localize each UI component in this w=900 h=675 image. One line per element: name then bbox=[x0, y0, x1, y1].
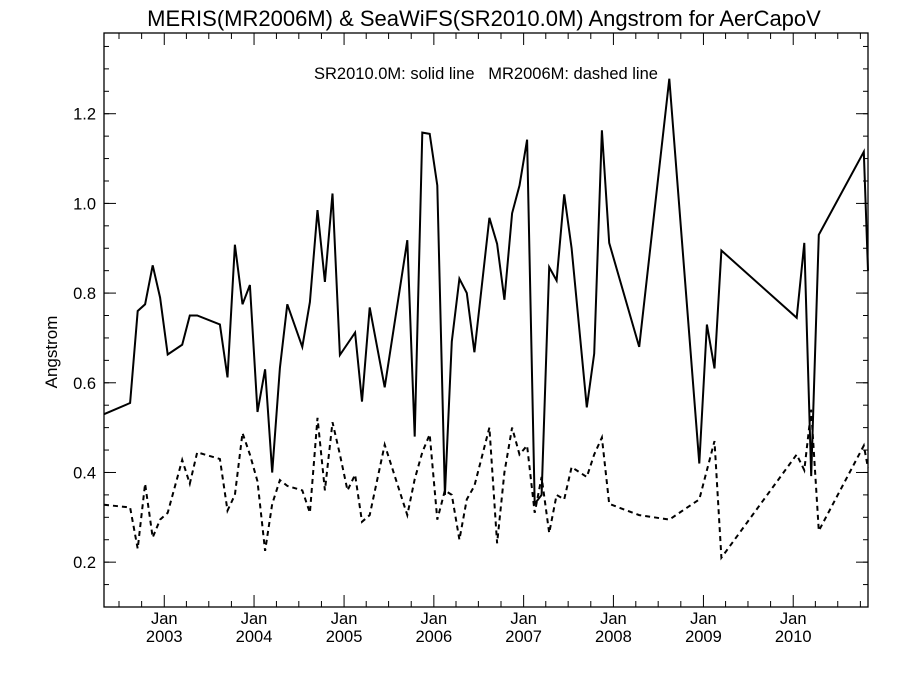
x-tick-label-year: 2003 bbox=[146, 628, 183, 646]
x-tick-label-year: 2005 bbox=[326, 628, 363, 646]
plot-frame bbox=[103, 32, 869, 608]
x-tick-label-year: 2007 bbox=[505, 628, 542, 646]
axes-layer: 0.20.40.60.81.01.2Jan2003Jan2004Jan2005J… bbox=[73, 32, 869, 646]
y-axis-label: Angstrom bbox=[42, 316, 61, 389]
y-tick-label: 1.0 bbox=[73, 195, 96, 213]
y-tick-label: 0.8 bbox=[73, 285, 96, 303]
x-tick-label-year: 2010 bbox=[775, 628, 812, 646]
y-tick-label: 1.2 bbox=[73, 106, 96, 124]
x-tick-label-month: Jan bbox=[690, 610, 717, 628]
x-tick-label-month: Jan bbox=[600, 610, 627, 628]
solid-series-line bbox=[103, 78, 869, 507]
y-tick-label: 0.4 bbox=[73, 464, 96, 482]
x-tick-label-year: 2004 bbox=[236, 628, 273, 646]
x-tick-label-month: Jan bbox=[780, 610, 807, 628]
x-tick-label-month: Jan bbox=[241, 610, 268, 628]
x-tick-label-month: Jan bbox=[151, 610, 178, 628]
dashed-series-line bbox=[103, 409, 869, 561]
y-tick-label: 0.2 bbox=[73, 554, 96, 572]
chart-title: MERIS(MR2006M) & SeaWiFS(SR2010.0M) Angs… bbox=[147, 6, 821, 31]
series-layer bbox=[103, 78, 869, 561]
x-tick-label-year: 2006 bbox=[415, 628, 452, 646]
plot-area: 0.20.40.60.81.01.2Jan2003Jan2004Jan2005J… bbox=[73, 32, 869, 646]
x-tick-label-year: 2009 bbox=[685, 628, 722, 646]
series-annotation: SR2010.0M: solid line MR2006M: dashed li… bbox=[314, 65, 658, 83]
x-tick-label-month: Jan bbox=[421, 610, 448, 628]
x-tick-label-month: Jan bbox=[331, 610, 358, 628]
x-tick-label-year: 2008 bbox=[595, 628, 632, 646]
x-tick-label-month: Jan bbox=[510, 610, 537, 628]
y-tick-label: 0.6 bbox=[73, 375, 96, 393]
